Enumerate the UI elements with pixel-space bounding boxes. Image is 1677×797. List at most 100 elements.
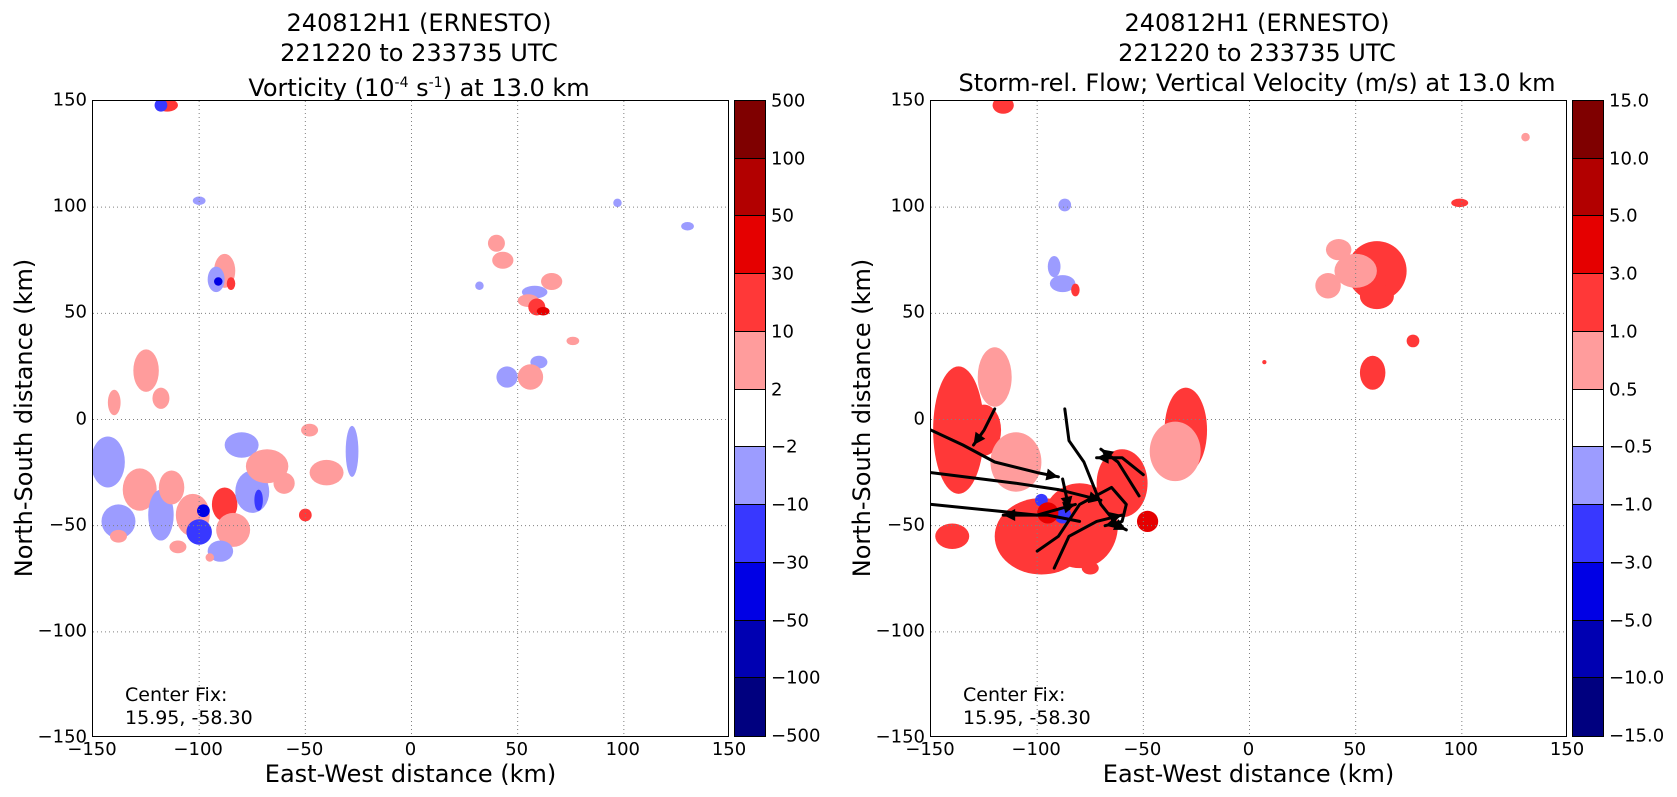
colorbar-segment bbox=[735, 447, 765, 506]
streamline bbox=[931, 428, 1060, 479]
center-fix-value: 15.95, -58.30 bbox=[125, 707, 253, 729]
colorbar-label: 0.5 bbox=[1609, 379, 1638, 401]
colorbar-segment bbox=[735, 620, 765, 679]
colorbar-segment bbox=[1573, 274, 1603, 332]
y-tick-label: 0 bbox=[75, 408, 87, 429]
streamline bbox=[931, 471, 1103, 502]
vertical-velocity-panel: 240812H1 (ERNESTO) 221220 to 233735 UTC … bbox=[838, 0, 1676, 797]
title-line-3-pre: Vorticity (10 bbox=[248, 74, 395, 102]
colorbar-segment bbox=[1573, 505, 1603, 563]
data-cell bbox=[301, 423, 319, 437]
colorbar-label: 10.0 bbox=[1609, 148, 1650, 170]
colorbar-label: −100 bbox=[771, 667, 821, 689]
data-cell bbox=[214, 277, 223, 286]
colorbar-label: −2 bbox=[771, 436, 798, 458]
title-line-1: 240812H1 (ERNESTO) bbox=[1124, 9, 1390, 37]
colorbar-label: 10 bbox=[771, 321, 794, 343]
data-cell bbox=[935, 523, 970, 550]
streamline bbox=[1052, 513, 1124, 570]
data-cell bbox=[345, 425, 359, 477]
colorbar-segment bbox=[735, 274, 765, 332]
y-tick-label: −150 bbox=[875, 726, 925, 748]
y-tick-label: 150 bbox=[52, 89, 87, 111]
x-tick-label: −150 bbox=[905, 739, 955, 760]
colorbar-segment bbox=[735, 389, 765, 448]
colorbar-label: 30 bbox=[771, 263, 794, 285]
data-cell bbox=[492, 251, 514, 269]
x-tick-label: −50 bbox=[1123, 739, 1162, 760]
chart-title: 240812H1 (ERNESTO) 221220 to 233735 UTC … bbox=[838, 8, 1676, 98]
data-cell bbox=[101, 504, 136, 539]
data-cell bbox=[1334, 253, 1377, 288]
colorbar-segment bbox=[735, 331, 765, 390]
colorbar-segment bbox=[1573, 389, 1603, 448]
vorticity-panel: 240812H1 (ERNESTO) 221220 to 233735 UTC … bbox=[0, 0, 838, 797]
plot-area bbox=[930, 100, 1567, 737]
x-axis-label: East-West distance (km) bbox=[264, 760, 557, 788]
center-fix: Center Fix: 15.95, -58.30 bbox=[963, 684, 1091, 730]
title-line-3: Vorticity (10-4 s-1) at 13.0 km bbox=[0, 68, 838, 103]
x-tick-label: 100 bbox=[605, 739, 641, 760]
colorbar bbox=[734, 100, 766, 737]
data-cell bbox=[216, 512, 251, 547]
title-sup-2: -1 bbox=[428, 75, 443, 91]
data-cell bbox=[122, 468, 157, 511]
title-line-3: Storm-rel. Flow; Vertical Velocity (m/s)… bbox=[958, 69, 1556, 97]
data-cell bbox=[1136, 510, 1159, 533]
data-cell bbox=[254, 489, 263, 511]
streamline-arrowhead bbox=[1100, 449, 1115, 462]
x-tick-label: 150 bbox=[1549, 739, 1585, 760]
streamline bbox=[1035, 485, 1128, 553]
colorbar bbox=[1572, 100, 1604, 737]
data-cell bbox=[1081, 561, 1099, 575]
x-tick-label: −50 bbox=[285, 739, 324, 760]
colorbar-segment bbox=[1573, 678, 1603, 736]
data-cell bbox=[309, 459, 344, 486]
streamline-arrowhead bbox=[1003, 509, 1016, 522]
center-fix-value: 15.95, -58.30 bbox=[963, 707, 1091, 729]
colorbar-segment bbox=[1573, 216, 1603, 275]
data-cell bbox=[226, 277, 236, 290]
colorbar-label: −3.0 bbox=[1609, 552, 1653, 574]
data-cell bbox=[933, 366, 985, 494]
center-fix-label: Center Fix: bbox=[125, 684, 228, 706]
y-tick-label: −100 bbox=[875, 620, 925, 642]
y-tick-label: 50 bbox=[64, 301, 87, 323]
y-tick-label: −150 bbox=[37, 726, 87, 748]
colorbar-label: 100 bbox=[771, 148, 806, 170]
data-cell bbox=[1047, 256, 1061, 278]
data-cell bbox=[158, 470, 185, 505]
colorbar-segment bbox=[1573, 620, 1603, 679]
data-cell bbox=[496, 366, 518, 388]
colorbar-label: −0.5 bbox=[1609, 436, 1653, 458]
data-cell bbox=[93, 436, 125, 488]
data-cell bbox=[152, 387, 170, 409]
data-cell bbox=[192, 196, 206, 206]
x-tick-label: −100 bbox=[173, 739, 223, 760]
data-cell bbox=[1071, 283, 1080, 297]
y-tick-label: 150 bbox=[890, 89, 925, 111]
data-cell bbox=[990, 432, 1042, 492]
data-cell bbox=[536, 306, 550, 316]
data-cell bbox=[133, 349, 159, 392]
data-cell bbox=[1315, 272, 1341, 299]
data-cell bbox=[154, 101, 168, 112]
plot-svg bbox=[931, 101, 1566, 736]
x-axis-label: East-West distance (km) bbox=[1102, 760, 1395, 788]
colorbar-label: −5.0 bbox=[1609, 610, 1653, 632]
streamline-arrowhead bbox=[1112, 519, 1127, 530]
colorbar-segment bbox=[1573, 562, 1603, 621]
data-cell bbox=[517, 364, 544, 390]
colorbar-segment bbox=[1573, 447, 1603, 506]
x-tick-label: 0 bbox=[404, 739, 417, 760]
x-tick-label: 100 bbox=[1443, 739, 1479, 760]
streamline-arrowhead bbox=[1060, 495, 1073, 509]
data-cell bbox=[1406, 334, 1420, 348]
colorbar-segment bbox=[735, 562, 765, 621]
title-line-2: 221220 to 233735 UTC bbox=[1118, 39, 1396, 67]
y-tick-label: 0 bbox=[913, 408, 925, 429]
plot-svg bbox=[93, 101, 728, 736]
data-cell bbox=[1521, 132, 1530, 142]
title-line-2: 221220 to 233735 UTC bbox=[280, 39, 558, 67]
data-cell bbox=[169, 540, 187, 554]
